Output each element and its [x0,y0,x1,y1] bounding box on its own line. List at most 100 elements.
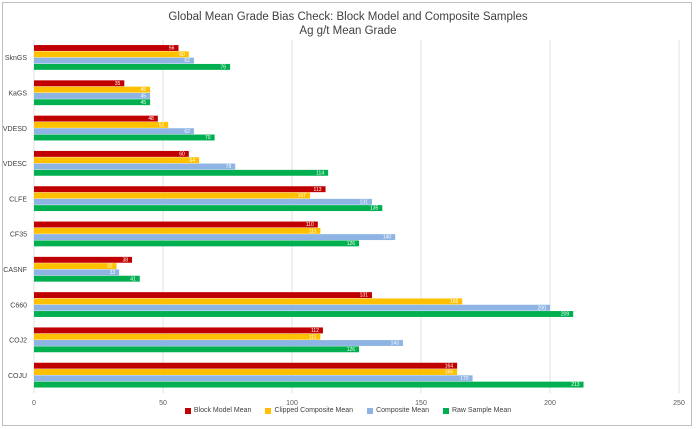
bar [34,128,194,135]
bar-value-label: 126 [347,347,356,353]
category-label: CASNF [3,267,27,274]
bar [34,234,396,241]
bar-value-label: 33 [110,270,116,276]
bar-value-label: 164 [445,363,454,369]
bar-value-label: 107 [298,193,307,199]
bar [34,340,403,346]
category-label: COJ2 [9,338,27,345]
bar [34,63,231,70]
bar [34,275,140,282]
bar-value-label: 113 [314,187,322,193]
bar-value-label: 140 [383,235,392,241]
chart-subtitle: Ag g/t Mean Grade [299,25,397,37]
bar [34,304,550,311]
legend-swatch [184,407,191,414]
bar [34,362,458,369]
bar [34,115,158,122]
bar [34,269,120,276]
bar-value-label: 52 [159,122,165,128]
bar [34,169,329,176]
bar [34,346,360,353]
bar [34,263,117,270]
legend-item: Raw Sample Mean [442,407,512,414]
chart-frame [2,2,692,426]
legend-swatch [442,407,449,414]
bar-value-label: 41 [130,276,136,282]
bar-value-label: 131 [360,293,369,299]
bar [34,157,200,164]
bar [34,298,463,305]
bar [34,369,458,375]
bar [34,221,318,228]
bar-value-label: 78 [226,164,232,170]
bar [34,45,179,51]
category-label: COJU [8,373,27,380]
bar-value-label: 48 [148,116,154,122]
bar-value-label: 135 [370,206,379,212]
bar-value-label: 111 [309,334,317,340]
legend-swatch [265,407,272,414]
bar [34,121,169,128]
legend-item: Clipped Composite Mean [265,407,353,414]
bar-value-label: 62 [184,58,190,64]
chart-title: Global Mean Grade Bias Check: Block Mode… [168,11,528,23]
bar [34,256,133,263]
legend-label: Raw Sample Mean [451,407,512,414]
x-tick-label: 100 [286,400,298,407]
bar-value-label: 111 [309,228,317,234]
bar-value-label: 70 [205,135,211,141]
bar [34,57,194,64]
bar-value-label: 45 [141,100,147,106]
bar [34,375,473,382]
x-tick-label: 0 [32,400,36,407]
bar-value-label: 143 [391,341,400,347]
bar-value-label: 62 [184,129,190,135]
category-label: C660 [10,302,27,309]
legend-swatch [367,407,374,414]
bar [34,134,215,141]
bar [34,205,383,212]
bar-value-label: 76 [221,64,227,70]
bar [34,327,323,334]
bar [34,92,151,99]
bar [34,198,372,205]
bar [34,381,584,388]
bar-value-label: 209 [561,312,570,318]
bar-value-label: 35 [115,81,121,87]
bar-value-label: 166 [450,299,459,305]
bar [34,163,236,170]
bar-value-label: 45 [141,87,147,93]
legend-item: Composite Mean [367,407,429,414]
bar-value-label: 165 [445,370,454,376]
bar [34,240,360,247]
bar [34,227,321,234]
bar [34,186,326,193]
legend-label: Clipped Composite Mean [274,407,354,414]
category-label: VDESD [3,126,27,133]
category-label: KaGS [8,90,27,97]
bar-value-label: 170 [460,376,469,382]
legend-item: Block Model Mean [184,407,251,414]
bar-value-label: 60 [179,151,185,157]
bar-value-label: 64 [190,158,196,164]
bar [34,333,321,340]
bar [34,192,311,199]
category-label: CF35 [10,232,27,239]
bar [34,311,574,317]
bar [34,51,189,58]
bar-value-label: 213 [571,382,580,388]
bar-value-label: 60 [179,52,185,58]
bar-value-label: 114 [316,170,324,176]
bar-value-label: 131 [360,199,369,205]
x-tick-label: 200 [544,400,556,407]
x-tick-label: 150 [415,400,427,407]
bar [34,99,151,106]
category-label: CLFE [9,196,27,203]
bar [34,80,125,87]
chart-legend: Block Model Mean Clipped Composite Mean Co… [0,407,696,414]
bar [34,150,189,157]
bar-value-label: 56 [169,46,175,52]
bar [34,86,151,93]
bar-value-label: 32 [107,264,113,270]
